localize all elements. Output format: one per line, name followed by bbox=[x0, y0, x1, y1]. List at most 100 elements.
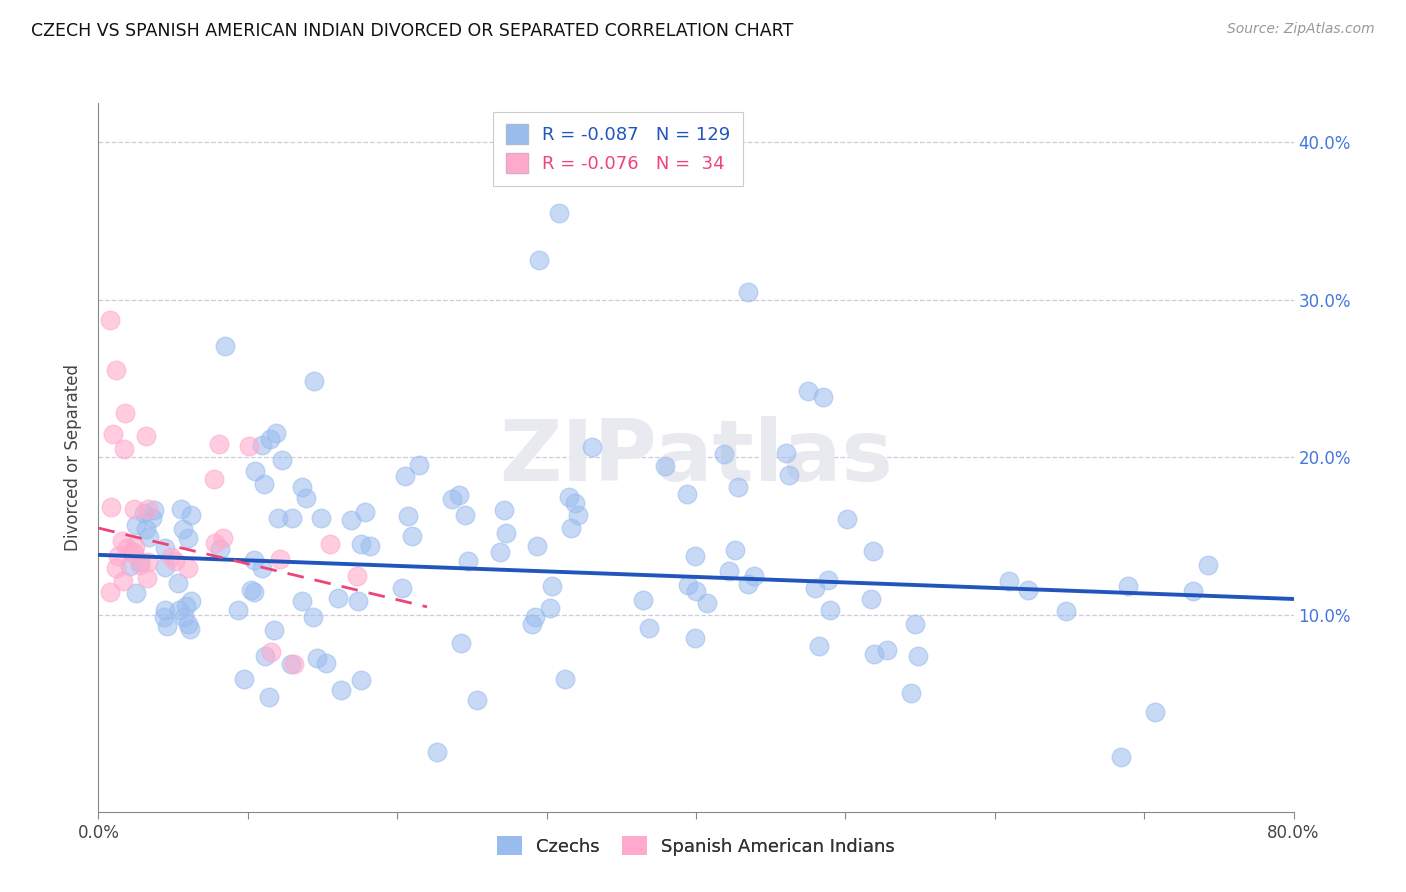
Point bbox=[900, 686, 922, 700]
Point bbox=[136, 571, 159, 585]
Point bbox=[172, 522, 194, 536]
Point bbox=[112, 442, 135, 457]
Point bbox=[202, 472, 225, 486]
Point bbox=[339, 513, 361, 527]
Point bbox=[1181, 584, 1204, 599]
Y-axis label: Divorced or Separated: Divorced or Separated bbox=[65, 364, 83, 550]
Point bbox=[240, 583, 263, 598]
Point bbox=[1116, 579, 1139, 593]
Point bbox=[396, 508, 419, 523]
Point bbox=[176, 531, 198, 545]
Point bbox=[174, 599, 197, 613]
Point bbox=[835, 512, 858, 526]
Point bbox=[173, 609, 195, 624]
Point bbox=[807, 639, 830, 653]
Point bbox=[136, 555, 159, 569]
Point bbox=[165, 554, 187, 568]
Point bbox=[581, 440, 603, 454]
Point bbox=[631, 593, 654, 607]
Point bbox=[155, 603, 177, 617]
Point bbox=[105, 363, 128, 377]
Point bbox=[177, 561, 200, 575]
Point bbox=[1197, 558, 1219, 573]
Point bbox=[100, 500, 122, 514]
Point bbox=[354, 505, 377, 519]
Point bbox=[454, 508, 477, 523]
Point bbox=[1109, 749, 1132, 764]
Point bbox=[520, 616, 543, 631]
Point bbox=[291, 594, 314, 608]
Point bbox=[260, 645, 283, 659]
Point bbox=[560, 521, 582, 535]
Point bbox=[683, 631, 706, 645]
Point bbox=[280, 657, 302, 671]
Point bbox=[907, 648, 929, 663]
Point bbox=[737, 285, 759, 299]
Point bbox=[209, 541, 232, 556]
Point bbox=[104, 561, 127, 575]
Point bbox=[319, 536, 342, 550]
Point bbox=[441, 491, 464, 506]
Point bbox=[103, 426, 125, 441]
Point bbox=[226, 603, 249, 617]
Point bbox=[538, 601, 561, 615]
Point bbox=[426, 745, 449, 759]
Point bbox=[124, 586, 146, 600]
Point bbox=[683, 549, 706, 563]
Point bbox=[167, 602, 190, 616]
Point bbox=[257, 690, 280, 705]
Point bbox=[263, 624, 285, 638]
Point bbox=[876, 642, 898, 657]
Point bbox=[778, 468, 800, 483]
Point bbox=[204, 536, 226, 550]
Point bbox=[350, 537, 373, 551]
Point bbox=[238, 439, 260, 453]
Point bbox=[167, 576, 190, 591]
Point bbox=[242, 584, 264, 599]
Legend: Czechs, Spanish American Indians: Czechs, Spanish American Indians bbox=[489, 830, 903, 863]
Point bbox=[243, 464, 266, 478]
Point bbox=[243, 553, 266, 567]
Point bbox=[179, 593, 201, 607]
Point bbox=[111, 533, 134, 548]
Point bbox=[153, 559, 176, 574]
Point bbox=[408, 458, 430, 472]
Text: CZECH VS SPANISH AMERICAN INDIAN DIVORCED OR SEPARATED CORRELATION CHART: CZECH VS SPANISH AMERICAN INDIAN DIVORCE… bbox=[31, 22, 793, 40]
Point bbox=[675, 487, 697, 501]
Point bbox=[211, 531, 233, 545]
Point bbox=[252, 561, 274, 575]
Point bbox=[862, 543, 884, 558]
Point bbox=[124, 539, 146, 553]
Point bbox=[309, 510, 332, 524]
Point bbox=[135, 522, 157, 536]
Point bbox=[270, 453, 292, 467]
Point bbox=[135, 429, 157, 443]
Point bbox=[208, 437, 231, 451]
Point bbox=[129, 555, 152, 569]
Point bbox=[654, 459, 676, 474]
Point bbox=[685, 583, 707, 598]
Point bbox=[489, 545, 512, 559]
Point bbox=[114, 406, 136, 420]
Point bbox=[696, 596, 718, 610]
Point bbox=[304, 374, 326, 388]
Point bbox=[107, 549, 129, 563]
Point bbox=[495, 526, 517, 541]
Point bbox=[1054, 604, 1077, 618]
Point bbox=[564, 496, 586, 510]
Point bbox=[156, 618, 179, 632]
Point bbox=[523, 610, 546, 624]
Point bbox=[638, 621, 661, 635]
Point bbox=[264, 425, 287, 440]
Point bbox=[120, 558, 142, 573]
Point bbox=[450, 636, 472, 650]
Point bbox=[350, 673, 373, 687]
Point bbox=[567, 508, 589, 522]
Point bbox=[250, 438, 273, 452]
Point bbox=[329, 682, 352, 697]
Point bbox=[811, 390, 834, 404]
Point bbox=[233, 673, 256, 687]
Point bbox=[742, 569, 765, 583]
Point bbox=[724, 543, 747, 558]
Point bbox=[129, 558, 152, 573]
